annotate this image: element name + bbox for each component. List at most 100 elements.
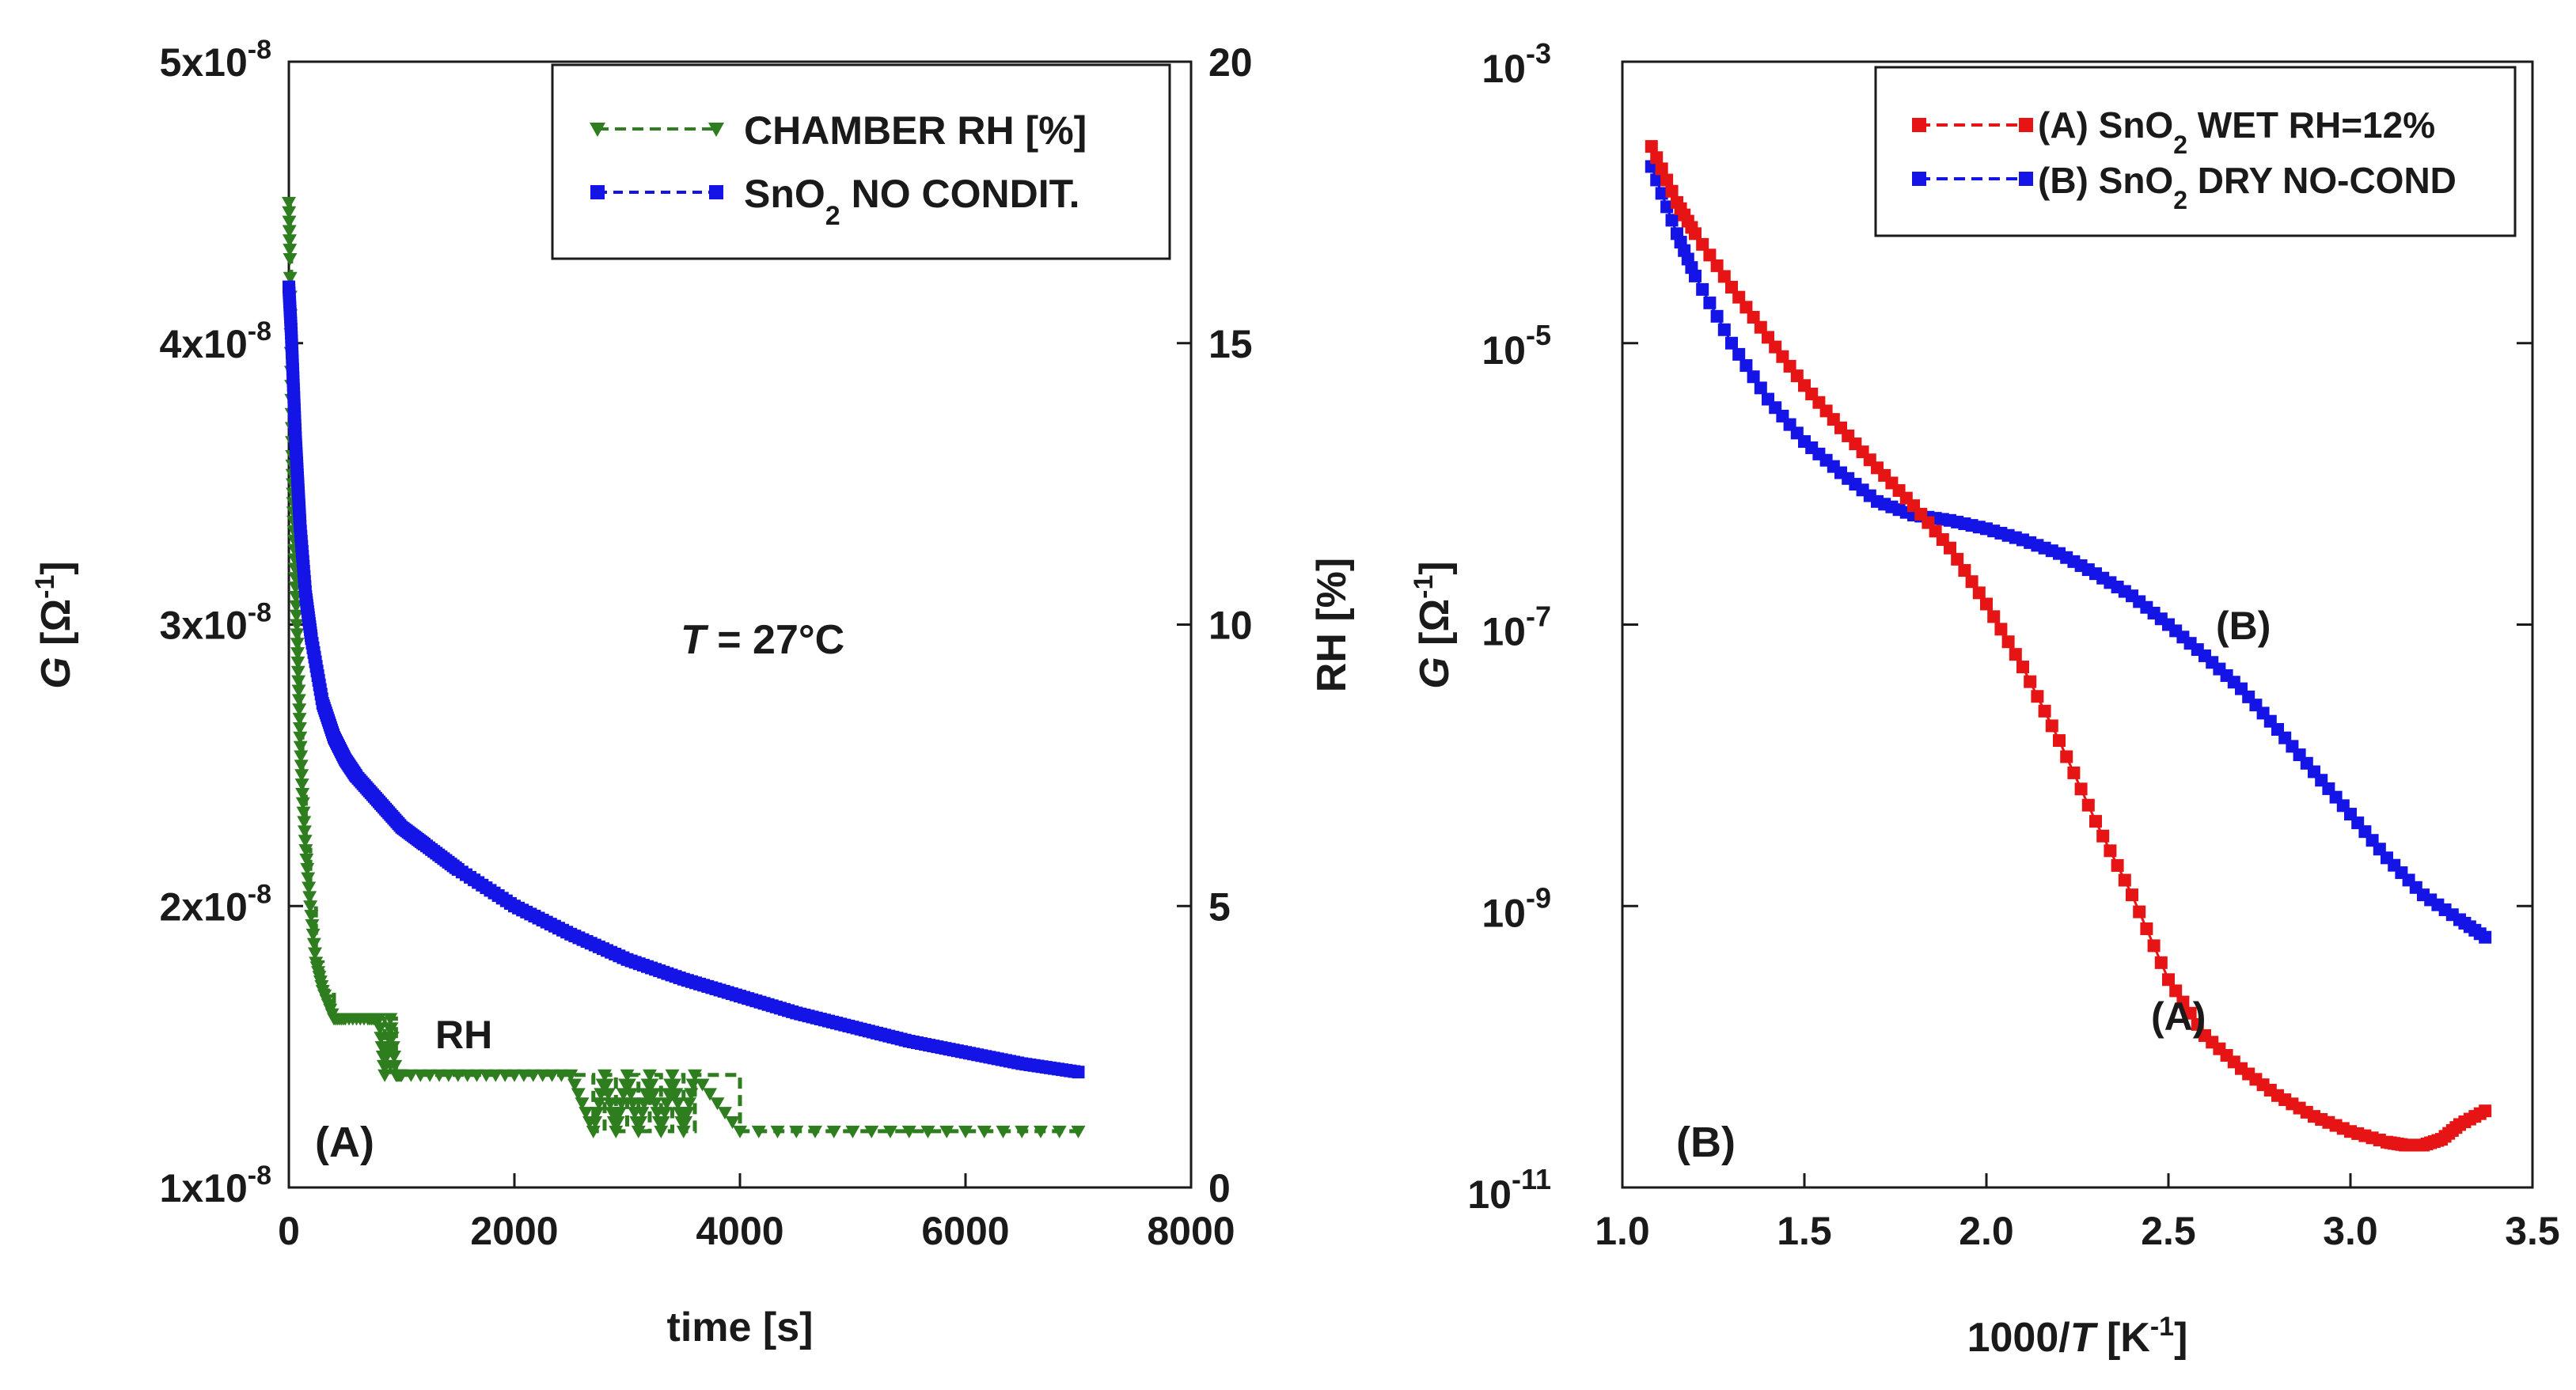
rh-point: [498, 1069, 513, 1082]
rh-point: [996, 1125, 1011, 1138]
rh-point: [544, 1069, 560, 1082]
sno2-wet-point: [1665, 184, 1679, 198]
rh-point: [373, 1022, 388, 1036]
rh-point: [563, 1069, 579, 1082]
rh-point: [621, 1078, 636, 1092]
x-tick-label: 3.0: [2323, 1209, 2378, 1253]
y-tick-label: 1x10-8: [160, 1161, 271, 1210]
panel-b-legend: (A) SnO2 WET RH=12% (B) SnO2 DRY NO-COND: [1874, 66, 2517, 237]
panel-b-x-ticks: 1.0 1.5 2.0 2.5 3.0 3.5: [1595, 1173, 2560, 1253]
panel-b: 1.0 1.5 2.0 2.5 3.0 3.5 10-11 10-9 10-7 10-5 10-3…: [1409, 37, 2560, 1361]
rh-point: [295, 797, 310, 810]
rh-point: [299, 853, 314, 866]
sno2-wet-point: [2147, 939, 2161, 953]
rh-point: [378, 1059, 393, 1073]
rh-point: [488, 1069, 503, 1082]
y-tick-label: 10-5: [1481, 319, 1551, 373]
rh-point: [308, 947, 323, 960]
legend-symbol-sno2-wet: [1912, 118, 2033, 132]
sno2-wet-point: [2024, 675, 2037, 688]
sno2-wet-point: [1965, 575, 1978, 589]
sno2-wet-point: [2191, 1017, 2204, 1031]
rh-point: [282, 215, 297, 229]
sno2-wet-point: [2176, 995, 2190, 1009]
rh-point: [283, 244, 298, 257]
rh-point: [297, 816, 312, 829]
rh-point: [609, 1125, 624, 1138]
rh-point: [670, 1097, 685, 1111]
rh-point: [733, 1125, 747, 1138]
panel-a-panel-label: (A): [315, 1119, 374, 1166]
rh-point: [413, 1069, 428, 1082]
rh-point: [292, 722, 307, 735]
rh-point: [291, 694, 306, 707]
rh-point: [864, 1125, 879, 1138]
sno2-wet-point: [1725, 280, 1738, 294]
rh-point: [383, 1013, 398, 1026]
panel-b-y-ticks: 10-11 10-9 10-7 10-5 10-3: [1467, 37, 2532, 1217]
panel-b-y-axis-label: G [Ω-1]: [1409, 561, 1458, 688]
rh-point: [554, 1069, 569, 1082]
sno2-wet-point: [1717, 270, 1731, 283]
rh-point: [384, 1022, 399, 1036]
sno2-dry-point: [1703, 296, 1717, 309]
rh-point: [423, 1069, 438, 1082]
rh-point: [977, 1125, 992, 1138]
panel-b-curve-label-a: (A): [2151, 994, 2206, 1039]
y-tick-label: 3x10-8: [160, 598, 271, 648]
sno2-wet-point: [2133, 905, 2146, 918]
sno2-dry-point: [1655, 187, 1668, 200]
rh-point: [643, 1069, 657, 1082]
rh-point: [883, 1125, 897, 1138]
rh-point: [293, 731, 308, 744]
sno2-wet-point: [1980, 597, 1993, 611]
rh-point: [610, 1115, 625, 1129]
rh-point: [282, 234, 297, 248]
rh-point: [666, 1078, 681, 1092]
rh-point: [958, 1125, 973, 1138]
sno2-wet-point: [2118, 873, 2131, 887]
x-tick-label: 8000: [1147, 1209, 1235, 1253]
rh-point: [388, 1059, 403, 1073]
rh-point: [292, 703, 307, 717]
x-tick-label: 3.5: [2505, 1209, 2560, 1253]
sno2-dry-point: [1650, 173, 1664, 187]
sno2-dry-point: [1660, 200, 1674, 214]
sno2-dry-point: [1689, 269, 1702, 282]
rh-point: [289, 609, 304, 623]
rh-point: [291, 675, 306, 688]
sno2-wet-point: [1650, 151, 1664, 165]
rh-point: [684, 1088, 699, 1101]
rh-point: [901, 1125, 916, 1138]
panel-a: 0 2000 4000 6000 8000 1x10-8 2x10-8 3x10-8 4x10…: [30, 35, 1355, 1350]
rh-point: [387, 1050, 401, 1063]
sno2-wet-point: [2031, 690, 2044, 703]
panel-a-x-ticks: 0 2000 4000 6000 8000: [278, 1173, 1235, 1253]
rh-point: [292, 713, 307, 726]
y-tick-label: 10-7: [1481, 600, 1551, 654]
rh-point: [290, 638, 305, 651]
sno2-wet-point: [1783, 359, 1796, 373]
x-tick-label: 4000: [696, 1209, 783, 1253]
rh-point: [469, 1069, 484, 1082]
rh-point: [710, 1097, 725, 1111]
panel-b-x-axis-label: 1000/T [K-1]: [1967, 1312, 2188, 1361]
rh-point: [571, 1088, 586, 1101]
rh-point: [460, 1069, 475, 1082]
rh-point: [394, 1069, 409, 1082]
sno2-wet-point: [2060, 750, 2073, 763]
rh-point: [516, 1069, 531, 1082]
y-tick-label: 10-11: [1467, 1163, 1551, 1217]
sno2-wet-point: [2169, 984, 2183, 998]
y-right-tick-label: 0: [1208, 1166, 1231, 1210]
sno2-wet-point: [2126, 888, 2138, 902]
sno2-dry-point: [1717, 323, 1731, 336]
rh-point: [603, 1097, 618, 1111]
sno2-wet-point: [2016, 661, 2029, 674]
rh-point: [659, 1097, 674, 1111]
sno2-wet-point: [2045, 719, 2058, 733]
rh-point: [306, 937, 321, 951]
rh-point: [620, 1069, 635, 1082]
sno2-wet-point: [2154, 956, 2168, 969]
rh-point: [450, 1069, 465, 1082]
